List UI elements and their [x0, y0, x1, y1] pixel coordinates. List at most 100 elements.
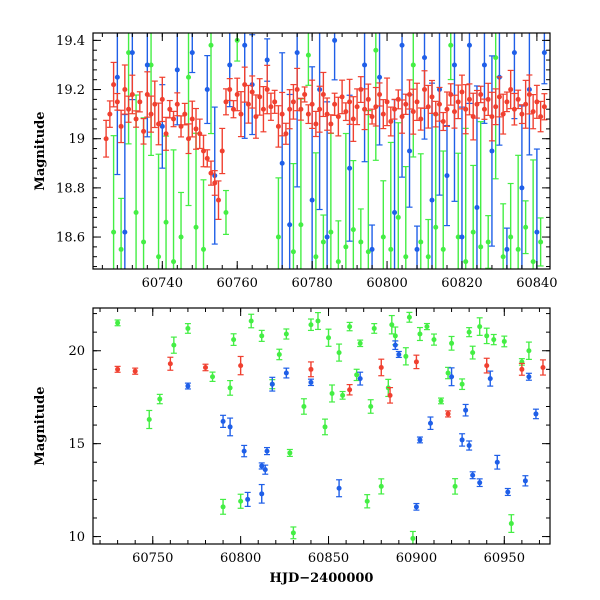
data-point [459, 433, 466, 447]
data-point [181, 102, 188, 126]
data-point [490, 333, 497, 346]
data-point [271, 89, 278, 114]
data-point [530, 94, 537, 130]
data-point [283, 328, 290, 340]
data-point [395, 350, 402, 359]
data-point [151, 80, 158, 129]
data-point [372, 33, 379, 161]
data-point [283, 367, 290, 379]
data-point [148, 95, 155, 133]
data-point [376, 33, 383, 146]
data-point [462, 403, 469, 417]
data-point [421, 70, 428, 109]
data-point [515, 154, 522, 269]
y-tick-label: 20 [68, 344, 85, 359]
data-point [178, 115, 185, 138]
data-point [417, 153, 424, 269]
data-point [483, 327, 490, 345]
data-point [219, 127, 226, 175]
data-point [241, 66, 248, 103]
data-point [307, 318, 314, 332]
data-point [133, 94, 140, 269]
data-point [121, 113, 128, 269]
data-point [443, 124, 450, 227]
data-point [275, 105, 282, 148]
data-point [146, 409, 153, 430]
data-point [371, 323, 378, 334]
data-point [167, 356, 174, 371]
data-point [452, 478, 459, 495]
data-point [140, 117, 147, 269]
data-point [297, 98, 304, 269]
data-point [470, 164, 477, 269]
data-point [106, 100, 113, 128]
data-point [159, 76, 166, 123]
data-point [184, 322, 191, 334]
data-point [430, 333, 437, 346]
data-point [136, 91, 143, 113]
data-point [156, 393, 163, 405]
data-point [473, 85, 480, 269]
data-point [406, 79, 413, 110]
data-point [227, 380, 234, 396]
data-point [541, 93, 548, 121]
data-point [451, 33, 458, 202]
data-point [533, 148, 540, 269]
data-point [309, 79, 316, 130]
data-point [526, 74, 533, 115]
data-point [455, 152, 462, 269]
data-point [314, 311, 321, 331]
data-point [260, 86, 267, 133]
data-point [425, 218, 432, 269]
data-point [215, 180, 222, 220]
y-tick-label: 19 [68, 132, 85, 147]
data-point [501, 335, 508, 348]
plot-frame [92, 307, 551, 545]
data-point [222, 189, 229, 235]
data-point [140, 118, 147, 145]
data-point [312, 110, 319, 138]
data-point [327, 132, 334, 269]
data-point [438, 397, 445, 405]
data-point [402, 93, 409, 115]
data-point [342, 102, 349, 122]
data-point [470, 92, 477, 141]
data-point [459, 378, 466, 391]
data-point [500, 203, 507, 269]
data-point [376, 82, 383, 107]
data-point [264, 446, 271, 456]
data-point [320, 214, 327, 269]
data-point [114, 319, 121, 327]
data-point [118, 197, 125, 269]
data-point [230, 100, 237, 119]
data-point [477, 121, 484, 269]
data-point [279, 52, 286, 269]
data-point [507, 69, 514, 110]
data-point [269, 376, 276, 392]
data-point [248, 313, 255, 329]
data-point [522, 475, 529, 487]
data-point [207, 33, 214, 135]
data-point [440, 150, 447, 269]
y-tick-label: 19.4 [56, 34, 85, 49]
data-point [329, 384, 336, 403]
data-point [133, 110, 140, 128]
data-point [532, 408, 539, 420]
data-point [189, 33, 196, 74]
data-point [226, 78, 233, 102]
x-tick-label: 60800 [220, 551, 261, 566]
data-point [350, 96, 357, 142]
data-point [504, 487, 511, 497]
data-point [220, 414, 227, 428]
data-point [346, 321, 353, 332]
data-point [241, 33, 248, 139]
data-point [522, 79, 529, 129]
series-red [114, 354, 546, 418]
data-point [258, 329, 265, 342]
data-point [249, 75, 256, 109]
data-point [220, 498, 227, 515]
data-point [445, 366, 452, 380]
data-point [322, 418, 329, 436]
data-point [204, 55, 211, 125]
data-point [155, 153, 162, 269]
